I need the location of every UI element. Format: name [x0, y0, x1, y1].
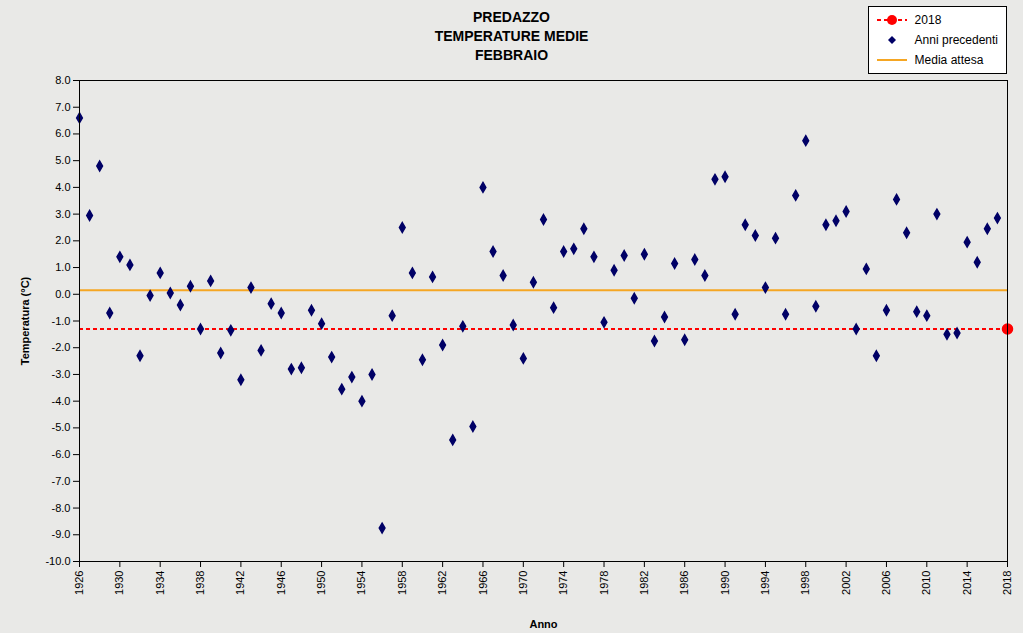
- svg-text:1962: 1962: [436, 571, 448, 595]
- svg-text:2006: 2006: [880, 571, 892, 595]
- svg-text:-9.0: -9.0: [52, 528, 71, 540]
- svg-text:8.0: 8.0: [55, 74, 70, 86]
- svg-text:4.0: 4.0: [55, 181, 70, 193]
- html-text:FEBBRAIO: FEBBRAIO: [474, 47, 549, 63]
- svg-text:1930: 1930: [113, 571, 125, 595]
- html-text:2018: 2018: [914, 13, 942, 27]
- svg-text:1958: 1958: [396, 571, 408, 595]
- svg-text:1990: 1990: [719, 571, 731, 595]
- svg-text:-5.0: -5.0: [52, 421, 71, 433]
- svg-text:1938: 1938: [194, 571, 206, 595]
- svg-text:1934: 1934: [154, 571, 166, 595]
- svg-text:2018: 2018: [1001, 571, 1013, 595]
- svg-text:1942: 1942: [234, 571, 246, 595]
- svg-text:1974: 1974: [557, 571, 569, 595]
- html-text:TEMPERATURE MEDIE: TEMPERATURE MEDIE: [434, 28, 589, 44]
- svg-text:-10.0: -10.0: [45, 555, 70, 567]
- svg-text:1.0: 1.0: [55, 261, 70, 273]
- html-text:PREDAZZO: PREDAZZO: [473, 9, 550, 25]
- svg-text:2.0: 2.0: [55, 234, 70, 246]
- html-text:Media attesa: Media attesa: [914, 53, 984, 67]
- svg-text:-8.0: -8.0: [52, 502, 71, 514]
- svg-text:1954: 1954: [355, 571, 367, 595]
- svg-text:0.0: 0.0: [55, 288, 70, 300]
- svg-text:-1.0: -1.0: [52, 315, 71, 327]
- svg-text:1946: 1946: [275, 571, 287, 595]
- svg-text:1982: 1982: [638, 571, 650, 595]
- svg-text:-2.0: -2.0: [52, 341, 71, 353]
- svg-text:-7.0: -7.0: [52, 475, 71, 487]
- svg-text:1978: 1978: [598, 571, 610, 595]
- svg-text:2002: 2002: [840, 571, 852, 595]
- svg-text:1994: 1994: [759, 571, 771, 595]
- svg-text:1966: 1966: [476, 571, 488, 595]
- svg-text:1970: 1970: [517, 571, 529, 595]
- svg-text:1950: 1950: [315, 571, 327, 595]
- svg-text:3.0: 3.0: [55, 208, 70, 220]
- html-text:Anni precedenti: Anni precedenti: [914, 33, 998, 47]
- svg-text:-4.0: -4.0: [52, 395, 71, 407]
- svg-text:2014: 2014: [961, 571, 973, 595]
- svg-text:Anno: Anno: [529, 618, 557, 630]
- svg-text:1998: 1998: [799, 571, 811, 595]
- svg-text:6.0: 6.0: [55, 127, 70, 139]
- svg-text:-6.0: -6.0: [52, 448, 71, 460]
- svg-text:-3.0: -3.0: [52, 368, 71, 380]
- svg-text:2010: 2010: [920, 571, 932, 595]
- svg-text:5.0: 5.0: [55, 154, 70, 166]
- svg-text:Temperatura (°C): Temperatura (°C): [19, 276, 31, 365]
- svg-text:1926: 1926: [73, 571, 85, 595]
- svg-text:1986: 1986: [678, 571, 690, 595]
- svg-text:7.0: 7.0: [55, 101, 70, 113]
